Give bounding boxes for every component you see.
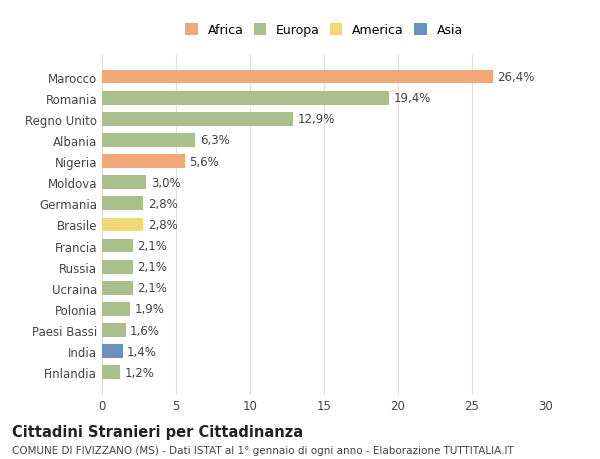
Bar	[102, 281, 133, 295]
Bar	[102, 176, 146, 190]
Text: 1,6%: 1,6%	[130, 324, 160, 337]
Text: 2,1%: 2,1%	[137, 240, 167, 252]
Bar	[102, 302, 130, 316]
Bar	[102, 112, 293, 126]
Text: 2,8%: 2,8%	[148, 197, 178, 210]
Text: 6,3%: 6,3%	[200, 134, 229, 147]
Text: 1,2%: 1,2%	[124, 366, 154, 379]
Text: 2,1%: 2,1%	[137, 261, 167, 274]
Legend: Africa, Europa, America, Asia: Africa, Europa, America, Asia	[181, 21, 467, 41]
Bar	[102, 218, 143, 232]
Text: Cittadini Stranieri per Cittadinanza: Cittadini Stranieri per Cittadinanza	[12, 425, 303, 440]
Text: 19,4%: 19,4%	[394, 92, 431, 105]
Bar	[102, 197, 143, 211]
Bar	[102, 71, 493, 84]
Bar	[102, 366, 120, 379]
Text: 5,6%: 5,6%	[190, 155, 219, 168]
Bar	[102, 92, 389, 105]
Text: 12,9%: 12,9%	[298, 113, 335, 126]
Text: 2,8%: 2,8%	[148, 218, 178, 231]
Bar	[102, 134, 195, 147]
Bar	[102, 155, 185, 168]
Bar	[102, 345, 123, 358]
Text: 1,4%: 1,4%	[127, 345, 157, 358]
Bar	[102, 260, 133, 274]
Text: COMUNE DI FIVIZZANO (MS) - Dati ISTAT al 1° gennaio di ogni anno - Elaborazione : COMUNE DI FIVIZZANO (MS) - Dati ISTAT al…	[12, 445, 514, 455]
Bar	[102, 324, 125, 337]
Text: 2,1%: 2,1%	[137, 282, 167, 295]
Text: 26,4%: 26,4%	[497, 71, 535, 84]
Bar	[102, 239, 133, 253]
Text: 3,0%: 3,0%	[151, 176, 181, 189]
Text: 1,9%: 1,9%	[134, 303, 164, 316]
